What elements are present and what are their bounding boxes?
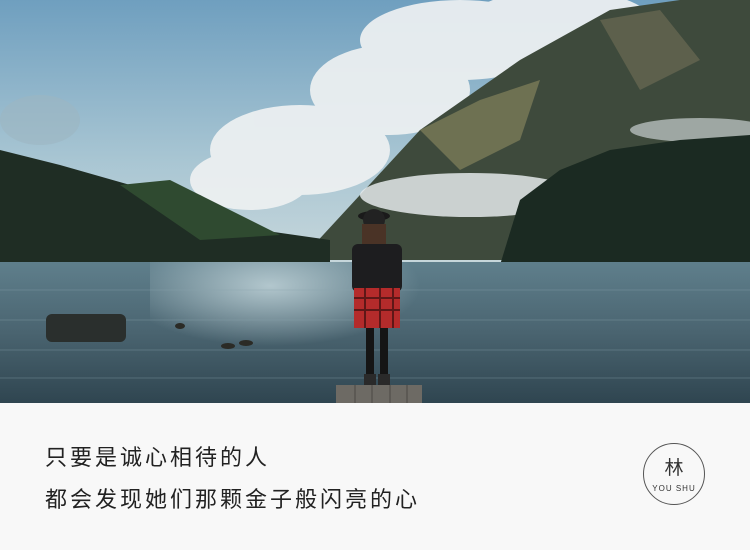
caption-line-2: 都会发现她们那颗金子般闪亮的心 xyxy=(45,488,421,513)
dock xyxy=(336,385,422,403)
caption-area xyxy=(0,403,750,550)
ducks xyxy=(175,323,253,349)
right-forest xyxy=(500,135,750,265)
rock xyxy=(46,314,126,342)
you-shu-logo: 林 YOU SHU xyxy=(643,443,705,505)
logo-text: YOU SHU xyxy=(652,484,696,493)
logo-glyph: 林 xyxy=(664,457,684,479)
caption-line-1: 只要是诚心相待的人 xyxy=(45,446,271,471)
person xyxy=(352,209,402,385)
landscape-photo xyxy=(0,0,750,403)
